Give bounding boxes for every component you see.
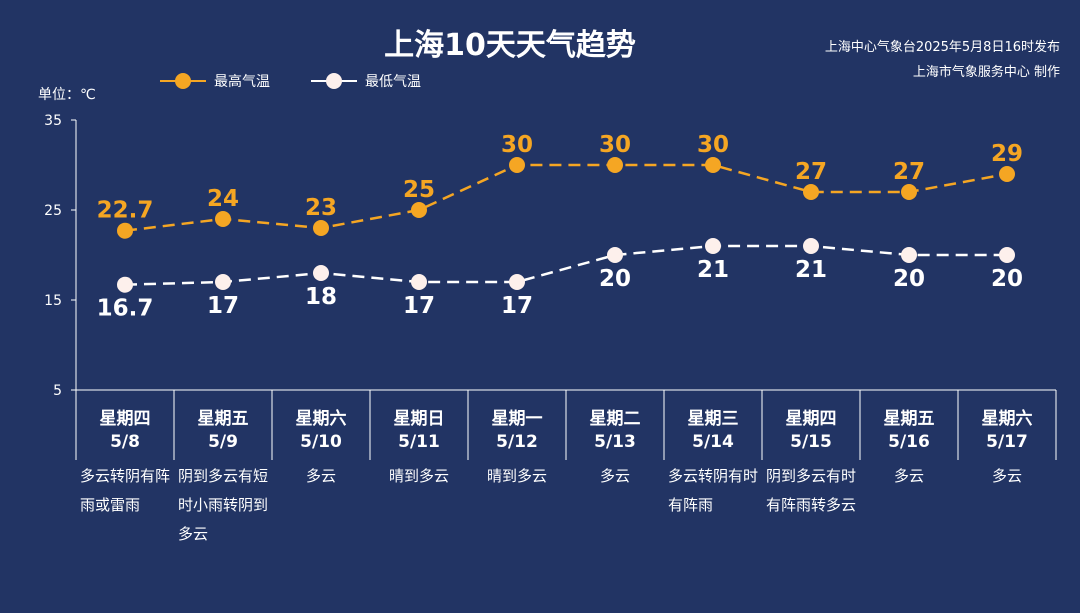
weather-description: 多云转阴有阵雨或雷雨	[80, 467, 171, 514]
date-label: 5/10	[300, 432, 342, 452]
weekday-label: 星期四	[785, 409, 837, 429]
data-point-high	[607, 157, 623, 173]
data-point-high	[215, 211, 231, 227]
date-label: 5/9	[208, 432, 238, 452]
y-tick-label: 25	[44, 203, 62, 219]
data-label-low: 20	[991, 266, 1023, 292]
data-point-low	[901, 247, 917, 263]
weather-description: 多云	[991, 467, 1022, 485]
data-label-high: 30	[501, 132, 533, 158]
chart-title: 上海10天天气趋势	[384, 28, 636, 63]
data-point-high	[509, 157, 525, 173]
data-label-low: 18	[305, 284, 337, 310]
data-label-low: 17	[403, 293, 435, 319]
legend-label-low: 最低气温	[365, 74, 421, 90]
y-tick-label: 35	[44, 113, 62, 129]
data-label-low: 17	[207, 293, 239, 319]
weather-description: 多云转阴有时有阵雨	[668, 467, 759, 514]
data-label-high: 22.7	[97, 198, 154, 224]
weather-description: 阴到多云有短时小雨转阴到多云	[178, 467, 269, 543]
data-point-low	[705, 238, 721, 254]
data-label-low: 17	[501, 293, 533, 319]
date-label: 5/17	[986, 432, 1028, 452]
data-point-high	[705, 157, 721, 173]
data-label-high: 30	[697, 132, 729, 158]
legend-marker-high	[175, 73, 191, 89]
weather-description: 多云	[599, 467, 630, 485]
unit-label: 单位：℃	[38, 87, 96, 103]
data-point-high	[999, 166, 1015, 182]
weather-description: 晴到多云	[388, 467, 449, 485]
data-label-high: 30	[599, 132, 631, 158]
legend-label-high: 最高气温	[214, 74, 270, 90]
legend-item-low: 最低气温	[311, 70, 421, 92]
data-point-low	[999, 247, 1015, 263]
y-tick-label: 15	[44, 293, 62, 309]
data-point-high	[313, 220, 329, 236]
data-point-low	[607, 247, 623, 263]
date-label: 5/11	[398, 432, 440, 452]
weather-description: 晴到多云	[486, 467, 547, 485]
weekday-label: 星期六	[295, 409, 347, 429]
producer-line: 上海市气象服务中心 制作	[912, 65, 1060, 80]
data-label-high: 25	[403, 177, 435, 203]
date-label: 5/12	[496, 432, 538, 452]
data-label-high: 23	[305, 195, 337, 221]
date-label: 5/13	[594, 432, 636, 452]
date-label: 5/16	[888, 432, 930, 452]
weather-description: 多云	[305, 467, 336, 485]
data-label-low: 21	[697, 257, 729, 283]
data-label-low: 21	[795, 257, 827, 283]
legend-line-high	[160, 73, 206, 89]
data-point-low	[215, 274, 231, 290]
series-line-low	[124, 244, 1007, 286]
data-point-low	[509, 274, 525, 290]
data-point-high	[803, 184, 819, 200]
data-label-high: 24	[207, 186, 239, 212]
legend-marker-low	[326, 73, 342, 89]
data-label-low: 20	[599, 266, 631, 292]
data-point-low	[411, 274, 427, 290]
weekday-label: 星期日	[393, 409, 445, 429]
series-line-high	[124, 163, 1008, 232]
weekday-label: 星期四	[99, 409, 151, 429]
issuer-line: 上海中心气象台2025年5月8日16时发布	[824, 40, 1060, 55]
data-label-low: 20	[893, 266, 925, 292]
date-label: 5/8	[110, 432, 140, 452]
weather-description: 多云	[893, 467, 924, 485]
data-label-low: 16.7	[97, 296, 154, 322]
legend-line-low	[311, 73, 357, 89]
weekday-label: 星期二	[589, 409, 641, 429]
data-label-high: 27	[795, 159, 827, 185]
legend-item-high: 最高气温	[160, 70, 270, 92]
data-point-high	[901, 184, 917, 200]
date-label: 5/15	[790, 432, 832, 452]
weather-description: 阴到多云有时有阵雨转多云	[766, 467, 857, 514]
weekday-label: 星期一	[491, 409, 543, 429]
data-point-high	[411, 202, 427, 218]
y-tick-label: 5	[53, 383, 62, 399]
weekday-label: 星期三	[687, 409, 739, 429]
date-label: 5/14	[692, 432, 734, 452]
data-point-low	[803, 238, 819, 254]
data-point-low	[313, 265, 329, 281]
data-point-low	[117, 276, 133, 293]
data-point-high	[117, 222, 133, 239]
weekday-label: 星期五	[197, 409, 249, 429]
data-label-high: 29	[991, 141, 1023, 167]
weekday-label: 星期六	[981, 409, 1033, 429]
weekday-label: 星期五	[883, 409, 935, 429]
data-label-high: 27	[893, 159, 925, 185]
